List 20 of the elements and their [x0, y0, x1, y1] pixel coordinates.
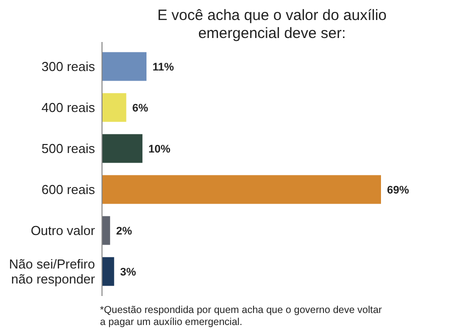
y-tick-label: 500 reais: [42, 141, 96, 156]
y-tick-label: 400 reais: [42, 100, 96, 115]
y-tick-label: 300 reais: [42, 59, 96, 74]
data-label: 10%: [148, 144, 171, 156]
y-tick-label: 600 reais: [42, 182, 96, 197]
bar: [102, 216, 110, 245]
bar: [102, 175, 381, 204]
bar: [102, 257, 114, 286]
bar: [102, 52, 146, 81]
chart-title: E você acha que o valor do auxílio emergencial deve ser:: [157, 7, 387, 42]
data-label: 11%: [152, 62, 174, 74]
text: *Questão respondida por quem acha que o governo deve voltar a pagar um auxílio emergencial.: [100, 305, 383, 328]
data-label: 6%: [132, 102, 148, 114]
data-label: 3%: [120, 266, 136, 278]
data-label: 69%: [387, 184, 410, 196]
y-tick-label: Outro valor: [30, 223, 96, 238]
bar: [102, 134, 142, 163]
y-tick-label: Não sei/Prefiro não responder: [9, 256, 96, 286]
bar: [102, 93, 126, 122]
data-label: 2%: [116, 226, 132, 238]
